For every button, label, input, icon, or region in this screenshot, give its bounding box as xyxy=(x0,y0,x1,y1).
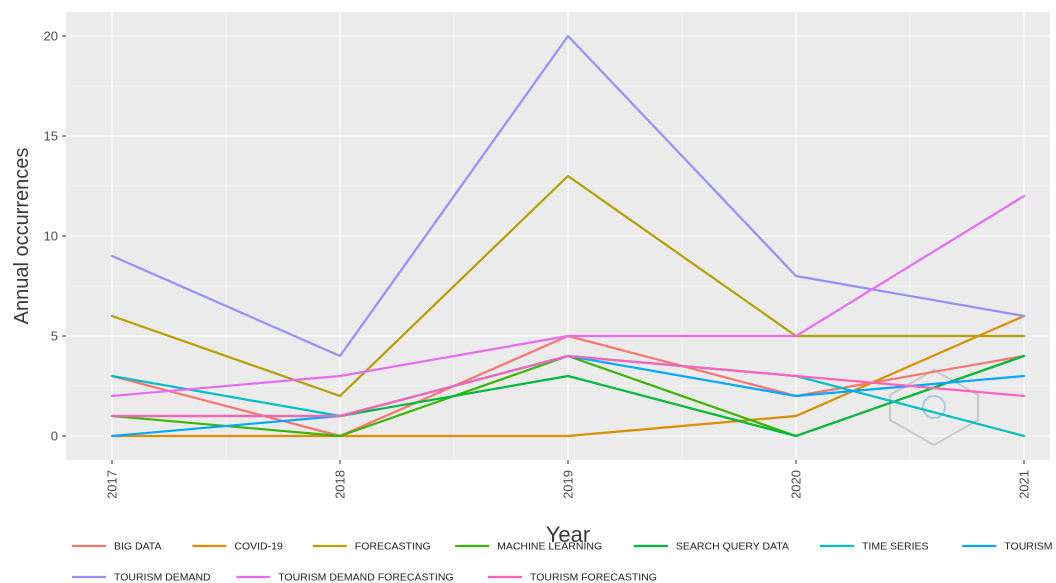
y-tick-label: 20 xyxy=(44,29,58,44)
legend-item-tourism-demand: TOURISM DEMAND xyxy=(72,572,211,583)
legend-item-machine-learning: MACHINE LEARNING xyxy=(455,541,602,553)
watermark-logo xyxy=(889,368,979,447)
legend-label: SEARCH QUERY DATA xyxy=(676,541,789,553)
y-tick-label: 10 xyxy=(44,229,58,244)
legend-label: TOURISM DEMAND xyxy=(114,572,211,583)
x-axis-title: Year xyxy=(546,522,590,547)
legend: BIG DATA COVID-19 FORECASTING MACHINE LEARN… xyxy=(72,541,1053,583)
legend-item-time-series: TIME SERIES xyxy=(820,541,929,553)
legend-label: MACHINE LEARNING xyxy=(497,541,602,553)
x-tick-label: 2019 xyxy=(561,470,576,499)
legend-item-search-query-data: SEARCH QUERY DATA xyxy=(633,541,789,553)
series-line-tourism-forecasting xyxy=(110,354,1026,418)
legend-label: COVID-19 xyxy=(234,541,283,553)
x-tick-label: 2020 xyxy=(789,470,804,499)
legend-label: TOURISM DEMAND FORECASTING xyxy=(278,572,453,583)
legend-label: TOURISM xyxy=(1004,541,1052,553)
legend-item-big-data: BIG DATA xyxy=(72,541,161,553)
legend-item-tourism-forecasting: TOURISM FORECASTING xyxy=(488,572,657,583)
y-axis: 0 5 10 15 20 xyxy=(44,29,66,444)
x-tick-label: 2021 xyxy=(1017,470,1032,499)
legend-item-tourism: TOURISM xyxy=(962,541,1053,553)
legend-item-tourism-demand-forecasting: TOURISM DEMAND FORECASTING xyxy=(236,572,454,583)
y-tick-label: 15 xyxy=(44,129,58,144)
legend-label: FORECASTING xyxy=(355,541,431,553)
x-tick-label: 2018 xyxy=(333,470,348,499)
legend-item-forecasting: FORECASTING xyxy=(312,541,431,553)
legend-label: TIME SERIES xyxy=(862,541,929,553)
series-lines xyxy=(110,34,1026,438)
y-axis-title: Annual occurrences xyxy=(11,148,33,325)
y-tick-label: 0 xyxy=(51,429,58,444)
x-tick-label: 2017 xyxy=(105,470,120,499)
series-line-forecasting xyxy=(110,174,1026,398)
legend-label: BIG DATA xyxy=(114,541,161,553)
y-tick-label: 5 xyxy=(51,329,58,344)
legend-item-covid-19: COVID-19 xyxy=(192,541,283,553)
series-line-tourism-demand-forecasting xyxy=(110,194,1026,398)
legend-label: TOURISM FORECASTING xyxy=(530,572,657,583)
x-axis: 2017 2018 2019 2020 2021 xyxy=(105,460,1032,499)
